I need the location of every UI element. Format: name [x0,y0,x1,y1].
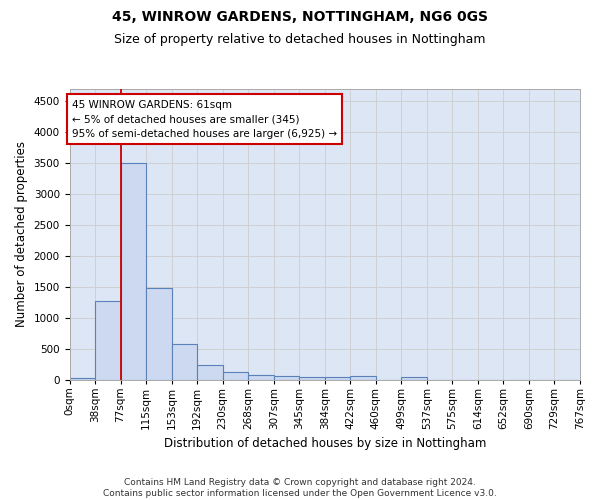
Bar [146,288,172,380]
Y-axis label: Number of detached properties: Number of detached properties [15,142,28,328]
Text: 45, WINROW GARDENS, NOTTINGHAM, NG6 0GS: 45, WINROW GARDENS, NOTTINGHAM, NG6 0GS [112,10,488,24]
Bar [299,376,325,380]
Bar [197,365,223,380]
X-axis label: Distribution of detached houses by size in Nottingham: Distribution of detached houses by size … [164,437,486,450]
Text: Size of property relative to detached houses in Nottingham: Size of property relative to detached ho… [114,32,486,46]
Bar [95,301,121,380]
Bar [70,378,95,380]
Bar [172,344,197,380]
Bar [248,374,274,380]
Bar [223,372,248,380]
Text: Contains HM Land Registry data © Crown copyright and database right 2024.
Contai: Contains HM Land Registry data © Crown c… [103,478,497,498]
Bar [121,163,146,380]
Bar [325,377,350,380]
Bar [401,376,427,380]
Bar [274,376,299,380]
Bar [350,376,376,380]
Text: 45 WINROW GARDENS: 61sqm
← 5% of detached houses are smaller (345)
95% of semi-d: 45 WINROW GARDENS: 61sqm ← 5% of detache… [72,100,337,139]
